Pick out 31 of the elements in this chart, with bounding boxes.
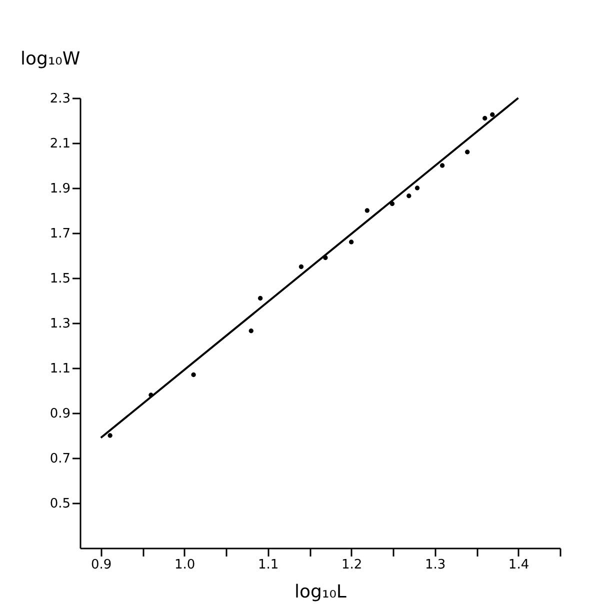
point xyxy=(108,433,112,438)
point xyxy=(464,150,470,154)
y-tick-label: 2.3 xyxy=(50,92,70,106)
point xyxy=(406,194,412,198)
y-tick-label: 1.5 xyxy=(50,272,70,286)
point xyxy=(191,372,196,378)
point xyxy=(248,328,254,334)
y-tick-label: 2.1 xyxy=(50,136,70,152)
point xyxy=(298,264,304,270)
y-tick-label: 1.1 xyxy=(50,362,70,376)
point xyxy=(490,112,495,117)
x-tick-label: 1.1 xyxy=(258,558,279,572)
x-tick-label: 1.0 xyxy=(174,558,196,572)
point xyxy=(364,208,370,213)
y-tick-label: 1.7 xyxy=(50,226,70,242)
y-axis-title: log₁₀W xyxy=(20,48,80,70)
y-tick-label: 0.5 xyxy=(50,496,70,512)
x-tick-label: 0.9 xyxy=(91,558,112,572)
x-tick-label: 1.2 xyxy=(341,558,362,572)
x-axis-title: log₁₀L xyxy=(294,582,346,602)
y-tick-label: 1.3 xyxy=(50,316,70,332)
x-tick-label: 1.4 xyxy=(508,558,530,572)
y-tick-label: 0.9 xyxy=(50,406,70,422)
point xyxy=(348,240,354,244)
point xyxy=(440,163,445,168)
point xyxy=(482,116,488,121)
y-tick-label: 1.9 xyxy=(50,182,70,196)
point xyxy=(258,296,263,301)
x-tick-label: 1.3 xyxy=(424,558,446,572)
point xyxy=(414,186,420,190)
y-tick-label: 0.7 xyxy=(50,452,70,466)
